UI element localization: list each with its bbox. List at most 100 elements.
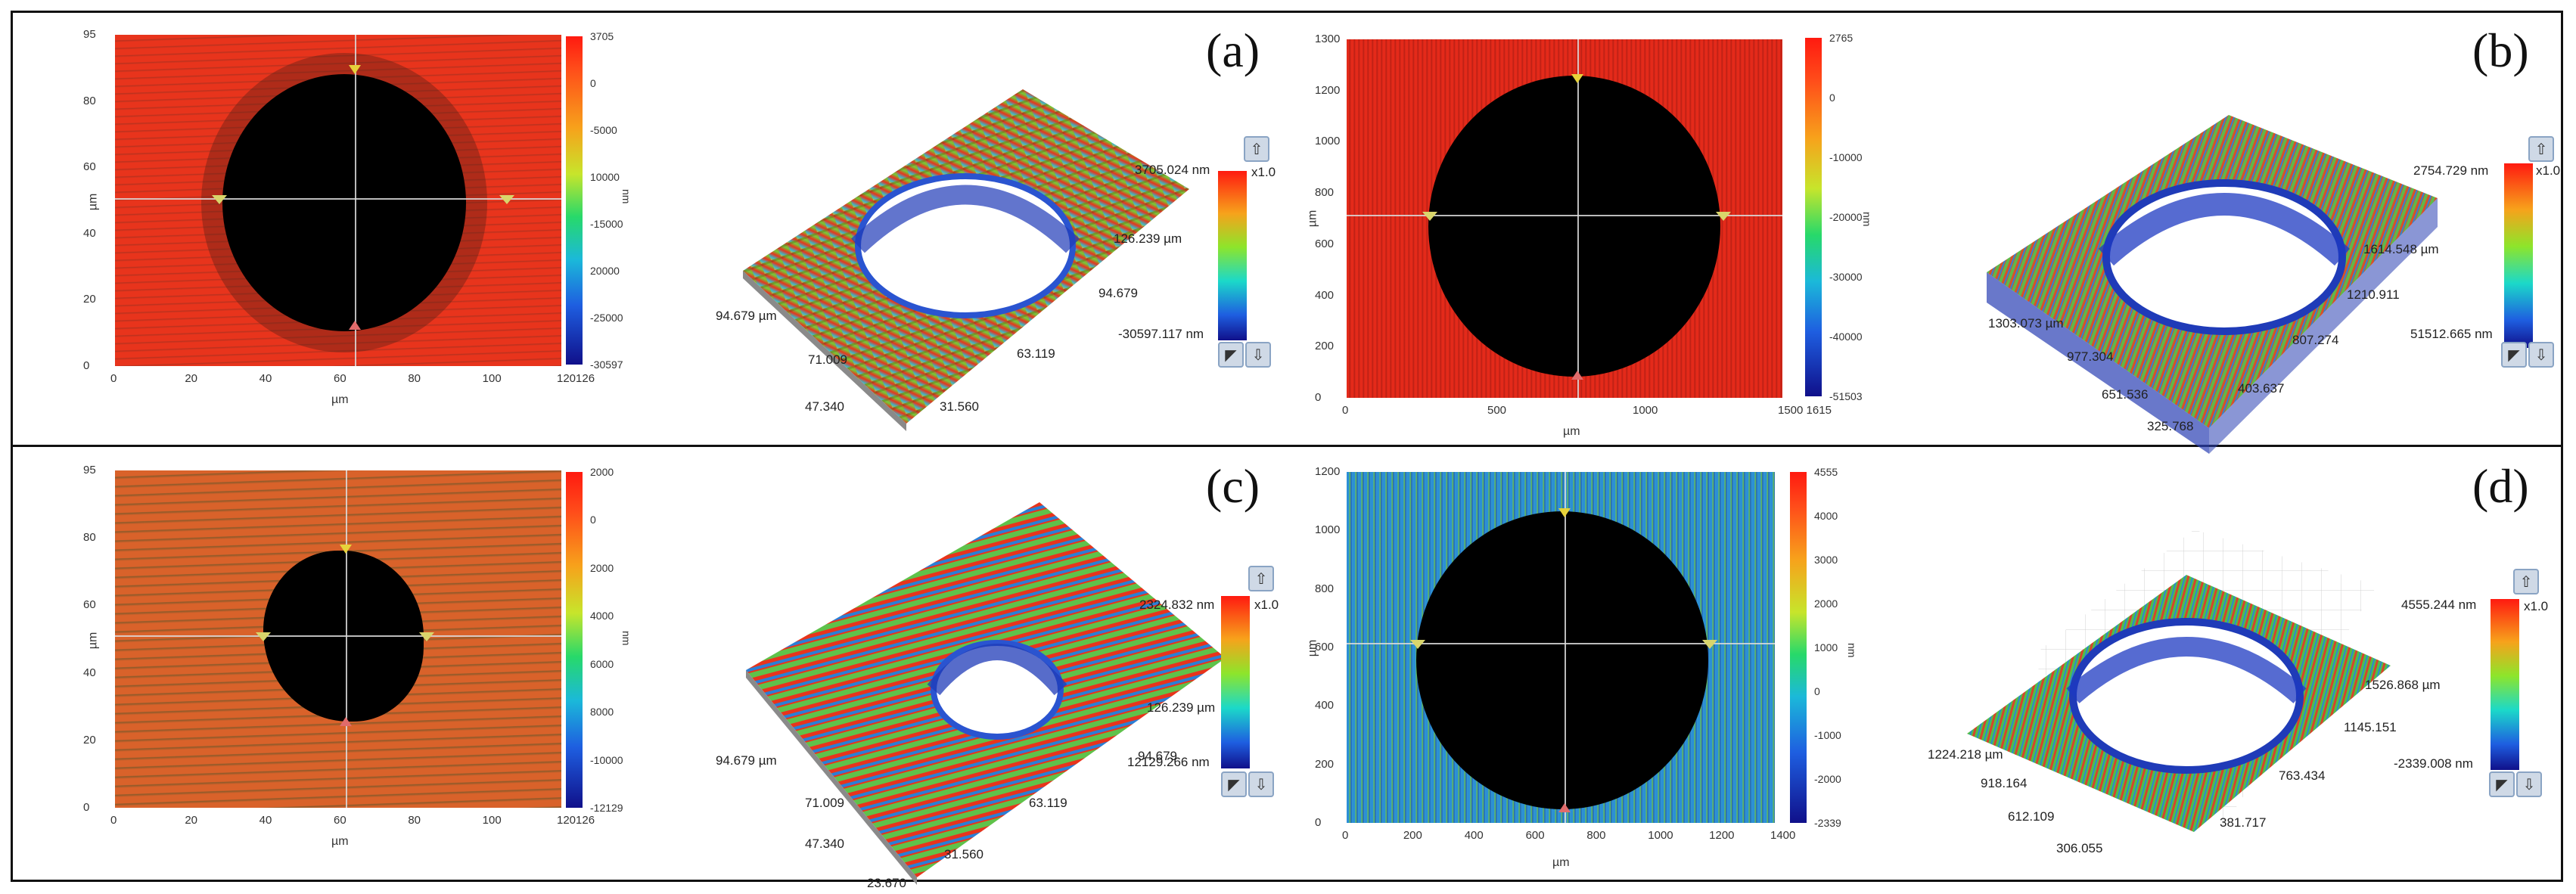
- surface-axis-label: 31.560: [944, 847, 983, 861]
- colorbar-unit: nm: [1861, 212, 1873, 227]
- crosshair-h: [115, 635, 561, 637]
- x-tick: 1000: [1648, 829, 1673, 842]
- x-tick: 0: [1342, 829, 1349, 842]
- colorbar-unit: nm: [620, 189, 632, 204]
- surface-axis-label: 47.340: [805, 837, 844, 851]
- surface-axis-label: 651.536: [2102, 387, 2149, 402]
- surface-axis-label: 94.679: [1098, 286, 1138, 300]
- hole-b: [1428, 76, 1720, 377]
- crosshair-v: [1565, 472, 1566, 823]
- marker-right: [499, 195, 514, 204]
- surface-axis-label: 1614.548 µm: [2363, 242, 2439, 256]
- x-tick: 100: [482, 814, 502, 827]
- x-tick: 20: [185, 372, 198, 385]
- y-tick: 20: [83, 733, 96, 747]
- x-tick: 500: [1487, 404, 1507, 417]
- nav-left-button[interactable]: ◤: [2489, 771, 2515, 797]
- x-tick: 40: [259, 814, 272, 827]
- x-tick: 0: [1342, 404, 1349, 417]
- nav-down-button[interactable]: ⇩: [2516, 771, 2542, 797]
- y-tick: 600: [1315, 237, 1335, 250]
- map2d-b: [1347, 39, 1782, 398]
- colorbar-tick: 0: [1814, 685, 1820, 697]
- y-tick: 1000: [1315, 135, 1341, 148]
- scale-label: x1.0: [2524, 599, 2549, 613]
- colorbar-tick: -30597: [590, 359, 623, 371]
- colorbar-tick: 8000: [590, 706, 614, 719]
- panel-label-c: (c): [1206, 459, 1260, 513]
- hole-a: [222, 74, 466, 331]
- bottom-value: 51512.665 nm: [2410, 327, 2493, 341]
- surface-axis-label: 918.164: [1981, 776, 2028, 790]
- marker-right: [1702, 640, 1717, 649]
- surface-axis-label: 94.679 µm: [716, 753, 777, 768]
- x-tick: 1000: [1633, 404, 1658, 417]
- surface-axis-label: 1224.218 µm: [1928, 747, 2003, 762]
- nav-up-button[interactable]: ⇧: [1244, 136, 1269, 162]
- x-tick: 0: [110, 372, 117, 385]
- y-tick: 1200: [1315, 465, 1341, 478]
- marker-left: [1422, 212, 1437, 221]
- top-value: 4555.244 nm: [2401, 598, 2477, 612]
- colorbar-tick: 10000: [590, 171, 620, 183]
- panel-label-d: (d): [2472, 459, 2529, 513]
- nav-down-button[interactable]: ⇩: [1245, 342, 1271, 368]
- x-tick: 40: [259, 372, 272, 385]
- nav-up-button[interactable]: ⇧: [2513, 569, 2539, 594]
- colorbar-tick: -10000: [1829, 151, 1863, 163]
- x-tick: 1400: [1770, 829, 1796, 842]
- colorbar-tick: -2339: [1814, 817, 1841, 829]
- y-tick: 200: [1315, 757, 1335, 771]
- marker-bottom: [1571, 371, 1583, 380]
- nav-left-button[interactable]: ◤: [1221, 771, 1247, 797]
- scale-label: x1.0: [1251, 165, 1276, 179]
- colorbar-tick: 6000: [590, 657, 614, 670]
- x-axis-title: µm: [331, 393, 349, 406]
- colorbar-d: [1790, 472, 1807, 823]
- nav-left-button[interactable]: ◤: [2501, 342, 2527, 368]
- nav-up-button[interactable]: ⇧: [1248, 566, 1274, 591]
- marker-right: [419, 632, 434, 641]
- crosshair-v: [1577, 39, 1579, 398]
- colorbar-tick: -1000: [1814, 729, 1841, 741]
- scale-label: x1.0: [2536, 163, 2561, 178]
- surface-axis-label: 126.239 µm: [1114, 231, 1182, 246]
- panel-label-a: (a): [1206, 23, 1260, 77]
- surface-axis-label: 325.768: [2147, 419, 2194, 433]
- map2d-c: [115, 470, 561, 808]
- colorbar-tick: 4000: [1814, 510, 1838, 522]
- nav-left-button[interactable]: ◤: [1218, 342, 1244, 368]
- nav-down-button[interactable]: ⇩: [1248, 771, 1274, 797]
- colorbar-tick: 2765: [1829, 32, 1854, 44]
- marker-top: [340, 545, 352, 554]
- surface-axis-label: 306.055: [2056, 841, 2103, 855]
- y-tick: 800: [1315, 186, 1335, 200]
- colorbar-tick: -15000: [590, 218, 623, 230]
- colorbar-a: [566, 36, 583, 365]
- top-value: 3705.024 nm: [1135, 163, 1210, 177]
- x-axis-title: µm: [331, 835, 349, 848]
- marker-left: [256, 632, 271, 641]
- y-tick: 800: [1315, 582, 1335, 595]
- y-axis-title: µm: [86, 193, 100, 211]
- surface-axis-label: 23.670: [867, 876, 906, 890]
- colorbar-tick: 2000: [590, 561, 614, 574]
- colorbar-tick: -40000: [1829, 331, 1863, 343]
- colorbar-tick: -25000: [590, 312, 623, 324]
- marker-bottom: [340, 717, 352, 726]
- colorbar-tick: -5000: [590, 124, 617, 136]
- colorbar-tick: -51503: [1829, 390, 1863, 402]
- marker-top: [349, 65, 361, 74]
- y-tick: 60: [83, 160, 96, 174]
- colorbar-tick: 1000: [1814, 641, 1838, 653]
- nav-up-button[interactable]: ⇧: [2528, 136, 2554, 162]
- nav-down-button[interactable]: ⇩: [2528, 342, 2554, 368]
- surface-axis-label: 381.717: [2220, 815, 2267, 830]
- y-tick: 600: [1315, 641, 1335, 653]
- y-tick: 0: [83, 801, 90, 814]
- surface-axis-label: 1526.868 µm: [2365, 678, 2441, 692]
- colorbar3d-d: [2491, 599, 2519, 770]
- x-tick: 20: [185, 814, 198, 827]
- marker-top: [1571, 74, 1583, 83]
- hole-d: [1416, 511, 1708, 809]
